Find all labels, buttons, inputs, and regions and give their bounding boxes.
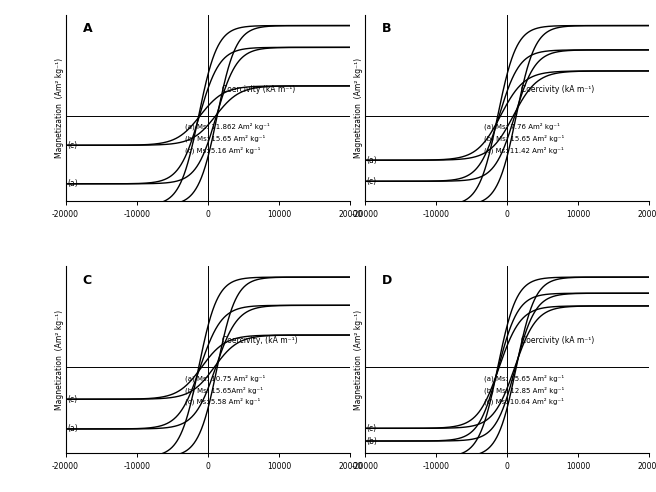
Text: (a): (a): [366, 453, 377, 461]
Y-axis label: Magnetization  (Am² kg⁻¹): Magnetization (Am² kg⁻¹): [354, 309, 363, 409]
Y-axis label: Magnetization  (Am² kg⁻¹): Magnetization (Am² kg⁻¹): [55, 309, 64, 409]
Text: (a): (a): [67, 179, 78, 188]
Text: D: D: [382, 274, 392, 287]
Text: (c): (c): [67, 395, 77, 404]
Text: Coercivity (kA m⁻¹): Coercivity (kA m⁻¹): [522, 337, 594, 345]
Text: Coercivity, (kA m⁻¹): Coercivity, (kA m⁻¹): [222, 337, 298, 345]
Text: (a) Ms: 10.75 Am² kg⁻¹
(b) Ms: 15.65Am² kg⁻¹
(c) Ms: 5.58 Am² kg⁻¹: (a) Ms: 10.75 Am² kg⁻¹ (b) Ms: 15.65Am² …: [185, 374, 266, 405]
Text: (b): (b): [67, 453, 78, 461]
Text: B: B: [382, 22, 391, 35]
Text: (a) Ms: 15.65 Am² kg⁻¹
(b) Ms: 12.85 Am² kg⁻¹
(c) Ms: 10.64 Am² kg⁻¹: (a) Ms: 15.65 Am² kg⁻¹ (b) Ms: 12.85 Am²…: [484, 374, 565, 405]
Y-axis label: Magnetization  (Am² kg⁻¹): Magnetization (Am² kg⁻¹): [354, 58, 363, 158]
Text: Coercivity (kA m⁻¹): Coercivity (kA m⁻¹): [522, 85, 594, 94]
Y-axis label: Magnetization  (Am² kg⁻¹): Magnetization (Am² kg⁻¹): [55, 58, 64, 158]
Text: A: A: [83, 22, 92, 35]
Text: (a): (a): [67, 425, 78, 433]
Text: (c): (c): [366, 424, 376, 433]
Text: (b): (b): [366, 201, 377, 210]
Text: (a) Ms: 7.76 Am² kg⁻¹
(b) Ms: 15.65 Am² kg⁻¹
(c) Ms: 11.42 Am² kg⁻¹: (a) Ms: 7.76 Am² kg⁻¹ (b) Ms: 15.65 Am² …: [484, 123, 565, 154]
Text: (c): (c): [67, 141, 77, 150]
Text: (c): (c): [366, 177, 376, 186]
Text: (a) Ms: 11.862 Am² kg⁻¹
(b) Ms: 15.65 Am² kg⁻¹
(c) Ms: 5.16 Am² kg⁻¹: (a) Ms: 11.862 Am² kg⁻¹ (b) Ms: 15.65 Am…: [185, 123, 270, 154]
Text: Coercivity (kA m⁻¹): Coercivity (kA m⁻¹): [222, 85, 295, 94]
Text: (a): (a): [366, 155, 377, 165]
Text: (b): (b): [366, 436, 377, 446]
Text: C: C: [83, 274, 92, 287]
Text: (b): (b): [67, 201, 78, 210]
